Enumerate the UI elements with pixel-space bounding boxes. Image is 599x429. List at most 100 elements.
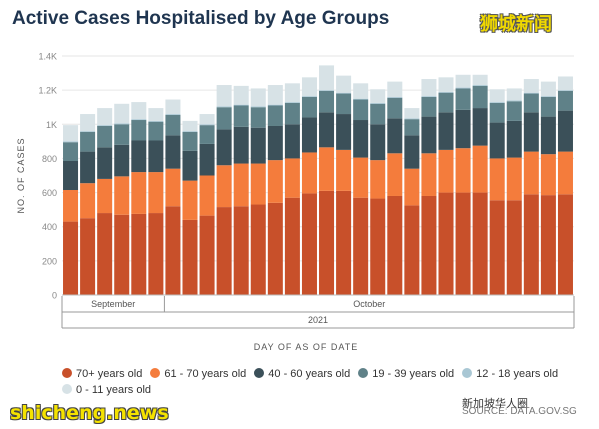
bar-segment — [404, 168, 420, 206]
legend-label: 70+ years old — [76, 368, 143, 380]
bar-segment — [301, 96, 317, 97]
bar-segment — [284, 102, 300, 103]
bar-segment — [387, 81, 403, 97]
month-label: October — [353, 299, 385, 309]
bar-segment — [131, 120, 147, 141]
bar-segment — [267, 104, 283, 106]
bar-segment — [267, 125, 283, 161]
bar-segment — [63, 125, 79, 142]
y-tick-label: 1K — [46, 120, 57, 130]
bar-segment — [455, 148, 471, 193]
y-axis-title: NO. OF CASES — [16, 137, 26, 213]
legend-label: 12 - 18 years old — [476, 368, 559, 380]
legend-swatch — [62, 368, 72, 378]
legend-swatch — [254, 368, 265, 378]
bar-segment — [114, 123, 130, 125]
bar-segment — [523, 92, 539, 94]
bar-segment — [557, 90, 573, 111]
bar-segment — [148, 121, 164, 141]
bar-segment — [148, 108, 164, 121]
bar-segment — [114, 124, 130, 145]
legend-item: 61 - 70 years old — [150, 366, 246, 382]
bar-segment — [472, 108, 488, 146]
bar-segment — [336, 75, 352, 93]
bar-segment — [455, 109, 471, 149]
bar-segment — [438, 112, 454, 150]
bar-segment — [438, 192, 454, 295]
bar-segment — [250, 204, 266, 295]
bar-segment — [301, 77, 317, 97]
bar-segment — [387, 97, 403, 119]
bar-segment — [370, 103, 386, 125]
bar-segment — [540, 96, 556, 117]
bar-segment — [301, 96, 317, 118]
y-tick-label: 800 — [42, 154, 57, 164]
legend-item: 12 - 18 years old — [462, 366, 558, 382]
bar-segment — [250, 163, 266, 205]
bar-segment — [233, 105, 249, 127]
bar-segment — [523, 151, 539, 195]
bar-segment — [114, 144, 130, 177]
bar-segment — [540, 195, 556, 295]
bar-segment — [267, 105, 283, 126]
bar-segment — [97, 178, 113, 214]
bar-segment — [472, 85, 488, 109]
bar-segment — [557, 76, 573, 91]
stacked-bar-chart: 0 200 400 600 800 1K 1.2K 1.4K NO. OF CASES Septe… — [16, 52, 575, 352]
bar-segment — [489, 122, 505, 159]
bar-segment — [455, 74, 471, 88]
bar-segment — [131, 119, 147, 121]
bar-segment — [182, 150, 198, 181]
bar-segment — [489, 200, 505, 295]
axes: 0 200 400 600 800 1K 1.2K 1.4K NO. OF CASES Septe… — [16, 52, 575, 352]
bar-segment — [80, 218, 96, 295]
bar-segment — [370, 198, 386, 295]
source-line: SOURCE: DATA.GOV.SG — [462, 406, 577, 417]
bar-segment — [216, 207, 232, 295]
bar-segment — [284, 83, 300, 103]
bar-segment — [80, 114, 96, 132]
bar-segment — [80, 151, 96, 184]
bar-segment — [63, 190, 79, 222]
bar-segment — [336, 92, 352, 94]
bar-segment — [114, 176, 130, 215]
legend: 70+ years old 61 - 70 years old 40 - 60 ye… — [62, 366, 594, 398]
y-tick-label: 1.4K — [38, 52, 57, 62]
chart-title: Active Cases Hospitalised by Age Groups — [12, 8, 390, 29]
bar-segment — [319, 147, 335, 191]
bar-segment — [301, 152, 317, 194]
bar-segment — [421, 153, 437, 196]
bar-segment — [421, 96, 437, 117]
legend-swatch — [150, 368, 161, 378]
bar-segment — [199, 215, 215, 295]
bar-segment — [80, 131, 96, 152]
bar-segment — [506, 100, 522, 102]
bar-segment — [284, 124, 300, 159]
bar-segment — [489, 89, 505, 103]
bar-segment — [250, 127, 266, 164]
bar-segment — [165, 114, 181, 115]
bar-segment — [284, 197, 300, 295]
bars — [63, 65, 573, 295]
legend-item: 0 - 11 years old — [62, 382, 151, 398]
bar-segment — [523, 194, 539, 295]
bar-segment — [63, 160, 79, 191]
bar-segment — [506, 101, 522, 121]
bar-segment — [319, 112, 335, 148]
bar-segment — [148, 213, 164, 295]
bar-segment — [97, 213, 113, 295]
bar-segment — [387, 96, 403, 98]
bar-segment — [370, 89, 386, 103]
bar-segment — [319, 190, 335, 295]
bar-segment — [199, 125, 215, 144]
bar-segment — [540, 116, 556, 155]
bar-segment — [370, 124, 386, 161]
bar-segment — [489, 158, 505, 201]
bar-segment — [199, 175, 215, 216]
bar-segment — [131, 140, 147, 173]
bar-segment — [233, 104, 249, 106]
bar-segment — [267, 160, 283, 203]
source-logo: 新加坡华人圈 — [462, 397, 528, 410]
bar-segment — [165, 99, 181, 115]
bar-segment — [353, 197, 369, 295]
